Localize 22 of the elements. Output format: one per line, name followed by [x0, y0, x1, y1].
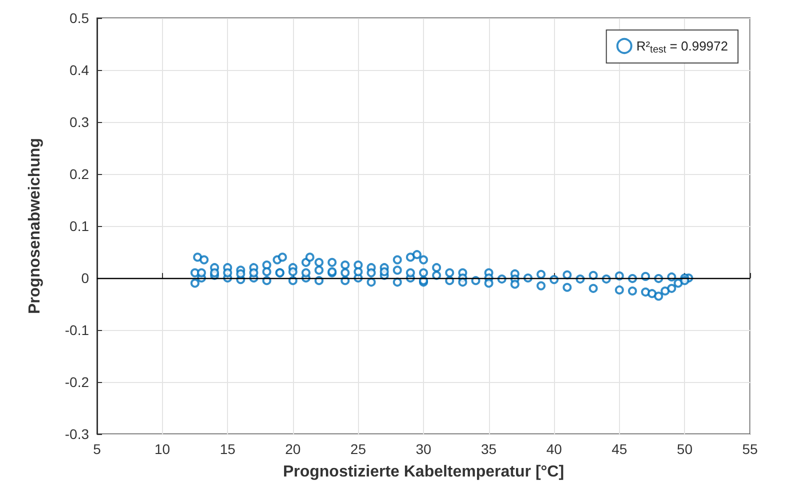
- y-tick-label: 0.3: [70, 114, 90, 130]
- x-tick-label: 20: [285, 441, 301, 457]
- x-tick-label: 25: [350, 441, 366, 457]
- y-tick-label: 0.4: [70, 62, 90, 78]
- x-tick-label: 40: [546, 441, 562, 457]
- y-tick-label: 0.2: [70, 166, 90, 182]
- x-axis-title: Prognostizierte Kabeltemperatur [°C]: [282, 464, 564, 480]
- x-tick-label: 30: [416, 441, 432, 457]
- x-tick-label: 35: [481, 441, 497, 457]
- y-axis-title: Prognosenabweichung: [26, 138, 44, 314]
- x-tick-label: 10: [154, 441, 170, 457]
- y-tick-label: 0.1: [70, 218, 90, 234]
- x-tick-label: 15: [220, 441, 236, 457]
- y-tick-label: -0.1: [64, 322, 90, 338]
- x-tick-label: 5: [93, 441, 102, 457]
- y-tick-label: -0.2: [64, 374, 90, 390]
- y-tick-label: 0.5: [70, 10, 90, 26]
- y-tick-label: 0: [81, 270, 90, 286]
- x-tick-label: 45: [612, 441, 628, 457]
- x-tick-label: 50: [676, 441, 693, 457]
- y-tick-label: -0.3: [64, 426, 90, 442]
- x-tick-label: 55: [742, 441, 758, 457]
